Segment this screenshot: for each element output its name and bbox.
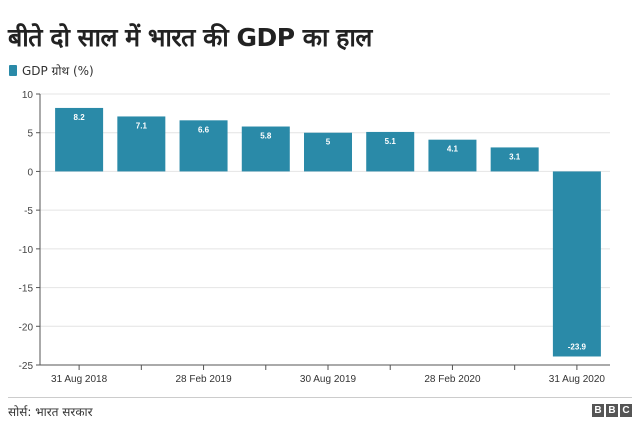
bar: [304, 132, 352, 172]
data-label: 8.2: [74, 113, 86, 122]
bar-chart: 10 5 0 -5 -10 -15 -20 -25 8.2 31 Aug 2018 7.1 6.6 28…: [19, 90, 610, 385]
bar: [117, 116, 166, 172]
data-label: 5: [326, 138, 331, 147]
data-label: -23.9: [568, 342, 587, 351]
data-label: 6.6: [198, 125, 210, 134]
data-label: 5.1: [385, 137, 397, 146]
y-tick-label: 10: [22, 90, 34, 101]
x-tick-label: 31 Aug 2018: [51, 374, 108, 385]
bar: [366, 131, 415, 172]
footer-divider: [8, 397, 632, 398]
data-label: 3.1: [509, 152, 521, 161]
bar: [428, 139, 477, 172]
bar: [552, 171, 601, 357]
chart-title: बीते दो साल में भारत की GDP का हाल: [8, 23, 372, 52]
y-tick-label: -25: [19, 361, 34, 372]
bar: [55, 107, 104, 172]
data-label: 4.1: [447, 145, 459, 154]
bar: [179, 120, 228, 172]
bar: [241, 126, 290, 172]
legend-swatch: [9, 65, 17, 76]
bar: [490, 147, 539, 172]
y-tick-label: -20: [19, 322, 34, 333]
x-tick-label: 30 Aug 2019: [300, 374, 357, 385]
y-tick-label: 5: [27, 129, 33, 140]
legend-label: GDP ग्रोथ (%): [22, 64, 94, 78]
y-tick-label: -10: [19, 245, 34, 256]
y-tick-label: 0: [27, 167, 33, 178]
x-tick-label: 31 Aug 2020: [549, 374, 606, 385]
legend: GDP ग्रोथ (%): [9, 62, 94, 79]
y-tick-label: -5: [24, 206, 33, 217]
y-tick-label: -15: [19, 284, 34, 295]
x-tick-label: 28 Feb 2019: [175, 374, 232, 385]
data-label: 5.8: [260, 132, 272, 141]
x-tick-label: 28 Feb 2020: [424, 374, 481, 385]
data-label: 7.1: [136, 121, 148, 130]
source-text: सोर्स: भारत सरकार: [8, 405, 93, 419]
